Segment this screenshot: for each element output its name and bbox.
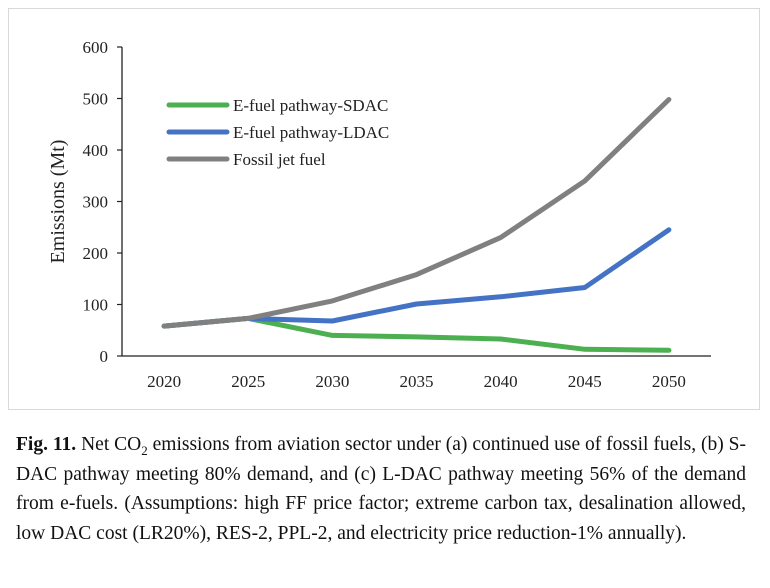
y-tick-label: 0 [100, 347, 109, 366]
x-tick-label: 2045 [568, 372, 602, 391]
legend: E-fuel pathway-SDAC E-fuel pathway-LDAC Fo… [166, 96, 389, 169]
series-line-fossil-jet-fuel [161, 97, 672, 329]
y-tick-label: 100 [83, 296, 109, 315]
x-tick-labels: 2020 2025 2030 2035 2040 2045 2050 [147, 372, 686, 391]
x-tick-label: 2020 [147, 372, 181, 391]
legend-label: Fossil jet fuel [233, 150, 326, 169]
y-tick-label: 200 [83, 244, 109, 263]
caption-text-end: emissions from aviation sector under (a)… [16, 434, 746, 544]
x-tick-label: 2040 [484, 372, 518, 391]
y-tick-label: 600 [83, 38, 109, 57]
legend-label: E-fuel pathway-SDAC [233, 96, 388, 115]
legend-label: E-fuel pathway-LDAC [233, 123, 389, 142]
y-tick-label: 300 [83, 193, 109, 212]
x-tick-label: 2050 [652, 372, 686, 391]
y-tick-label: 400 [83, 141, 109, 160]
x-tick-label: 2025 [231, 372, 265, 391]
caption-text-start: Net CO [76, 434, 142, 455]
y-axis-label: Emissions (Mt) [47, 140, 69, 264]
series-line-e-fuel-pathway-sdac [161, 315, 672, 353]
caption-subscript: 2 [141, 442, 148, 458]
y-tick-label: 500 [83, 90, 109, 109]
chart-area: 2020 2025 2030 2035 2040 2045 2050 0 100 200 300 4… [8, 8, 760, 410]
series-lines [161, 97, 672, 353]
x-tick-label: 2035 [400, 372, 434, 391]
y-tick-labels: 0 100 200 300 400 500 600 [83, 38, 122, 366]
x-tick-label: 2030 [315, 372, 349, 391]
line-chart: 2020 2025 2030 2035 2040 2045 2050 0 100 200 300 4… [47, 38, 711, 391]
series-line-e-fuel-pathway-ldac [161, 227, 672, 329]
figure-label: Fig. 11. [16, 434, 77, 455]
figure-caption: Fig. 11. Net CO2 emissions from aviation… [16, 430, 746, 548]
axes [121, 47, 711, 357]
